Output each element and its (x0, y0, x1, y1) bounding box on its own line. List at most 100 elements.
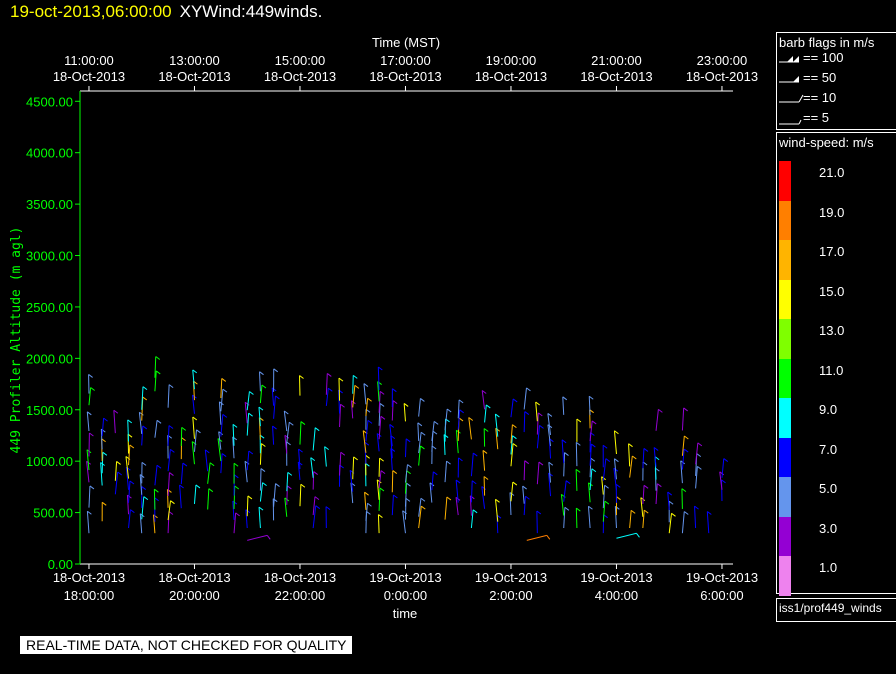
wind-barb-flag (181, 437, 186, 442)
wind-barb-flag (284, 434, 290, 439)
wind-barb-flag (405, 497, 411, 502)
wind-barb-shaft (310, 457, 314, 478)
wind-barb-flag (694, 505, 699, 510)
wind-barb-shaft (286, 422, 290, 443)
wind-barb-flag (153, 514, 158, 519)
wind-barb-flag (468, 417, 474, 421)
wind-barb-flag (113, 409, 119, 414)
wind-barb-shaft (377, 381, 380, 402)
title-bar: 19-oct-2013,06:00:00 XYWind:449winds. (10, 2, 322, 22)
wind-barb-flag (89, 485, 95, 490)
wind-barb-shaft (286, 472, 289, 492)
wind-barb-shaft (523, 411, 526, 433)
wind-barb-shaft (141, 496, 145, 520)
wind-barb-flag (632, 455, 637, 460)
wind-barb-flag (89, 432, 94, 437)
wind-barb-shaft (548, 472, 552, 497)
wind-barb-flag (379, 457, 384, 462)
wind-barb-shaft (443, 434, 446, 455)
wind-barb-flag (564, 506, 570, 511)
wind-barb-flag (417, 422, 423, 427)
wind-barb-shaft (233, 485, 236, 510)
wind-barb-flag (141, 461, 147, 466)
x2-tick-time: 13:00:00 (169, 53, 220, 68)
barb-legend-100: == 100 (803, 50, 844, 65)
wind-barb-shaft (613, 458, 617, 480)
wind-barb-shaft (220, 453, 223, 474)
wind-barb-flag (261, 384, 267, 389)
wind-barb-flag (258, 406, 264, 411)
wind-barb-flag (630, 509, 636, 514)
wind-barb-shaft (258, 417, 261, 440)
wind-barb-shaft (312, 505, 317, 529)
wind-barb-shaft (232, 436, 235, 459)
wind-barb-shaft (193, 429, 197, 452)
wind-barb-shaft (179, 484, 182, 509)
color-bar-cell (779, 437, 791, 477)
wind-barb-shaft (193, 484, 197, 504)
wind-barb-flag (614, 430, 619, 435)
wind-barb-shaft (418, 498, 422, 517)
x-tick-time: 4:00:00 (595, 588, 638, 603)
wind-barb-shaft (259, 371, 261, 392)
wind-barb-flag (496, 514, 502, 519)
wind-barb-flag (458, 457, 463, 462)
x2-ticks: 11:00:0018-Oct-201313:00:0018-Oct-201315… (53, 53, 758, 91)
wind-barb-shaft (218, 401, 222, 425)
wind-barb-shaft (587, 506, 591, 529)
x2-tick-date: 18-Oct-2013 (580, 69, 652, 84)
wind-barb-flag (142, 396, 148, 401)
y-tick-label: 3500.00 (26, 197, 73, 212)
wind-barb-shaft (232, 424, 235, 446)
wind-barb-shaft (125, 467, 130, 490)
wind-barb-flag (328, 387, 333, 392)
wind-barb-flag (275, 483, 280, 487)
color-bar-label: 11.0 (819, 362, 844, 378)
wind-barb-flag (299, 375, 304, 379)
wind-barb-shaft (377, 367, 380, 391)
wind-barb-flag (300, 421, 306, 425)
wind-barb-flag (576, 418, 582, 423)
wind-barb-flag (262, 482, 267, 487)
wind-barb-flag (536, 510, 542, 515)
wind-barb-flag (455, 479, 461, 484)
wind-barb-shaft (283, 410, 288, 432)
color-bar-label: 1.0 (819, 560, 838, 575)
speed-scale-title: wind-speed: m/s (779, 135, 874, 150)
wind-barb-flag (324, 446, 329, 450)
wind-barb-flag (88, 374, 93, 378)
wind-barb-shaft (470, 480, 473, 503)
wind-barb-flag (353, 456, 358, 461)
wind-barb-flag (548, 461, 554, 466)
wind-barb-flag (433, 420, 439, 425)
wind-barb-shaft (220, 389, 224, 412)
x2-tick-date: 18-Oct-2013 (158, 69, 230, 84)
wind-barb-flag (101, 501, 107, 506)
wind-barb-shaft (362, 430, 367, 453)
wind-barb-flag (719, 471, 725, 476)
wind-barb-shaft (114, 471, 119, 495)
wind-barb-flag (245, 509, 251, 514)
wind-barb-flag (244, 401, 250, 406)
wind-barb-shaft (167, 449, 171, 472)
wind-barb-flag (432, 430, 438, 435)
wind-barb-shaft (100, 429, 103, 450)
wind-barb-shaft (404, 483, 408, 507)
wind-barb-flag (314, 427, 320, 432)
wind-barb-shaft (655, 409, 659, 431)
wind-barb-shaft (642, 485, 645, 505)
wind-barb-shaft (455, 430, 459, 454)
wind-barb-flag (367, 419, 373, 424)
wind-barb-flag (472, 509, 478, 514)
wind-barb-shaft (338, 378, 341, 401)
wind-barb-shaft (154, 465, 158, 486)
wind-barb-shaft (233, 512, 237, 534)
wind-barb-shaft (244, 461, 248, 483)
wind-barb-shaft (258, 407, 261, 427)
x-tick-date: 19-Oct-2013 (686, 570, 758, 585)
wind-barb-flag (696, 453, 702, 458)
wind-barb-shaft (404, 438, 407, 458)
wind-barb-flag (616, 496, 621, 501)
wind-barb-shaft (589, 444, 592, 466)
wind-barb-flag (684, 435, 689, 440)
